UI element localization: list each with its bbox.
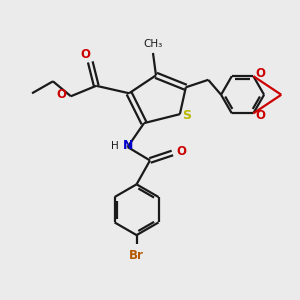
Text: O: O bbox=[255, 67, 266, 80]
Text: Br: Br bbox=[129, 248, 144, 262]
Text: CH₃: CH₃ bbox=[143, 39, 163, 50]
Text: O: O bbox=[176, 145, 186, 158]
Text: O: O bbox=[255, 109, 266, 122]
Text: O: O bbox=[80, 48, 90, 61]
Text: H: H bbox=[111, 140, 118, 151]
Text: N: N bbox=[123, 139, 134, 152]
Text: S: S bbox=[182, 109, 191, 122]
Text: O: O bbox=[57, 88, 67, 101]
